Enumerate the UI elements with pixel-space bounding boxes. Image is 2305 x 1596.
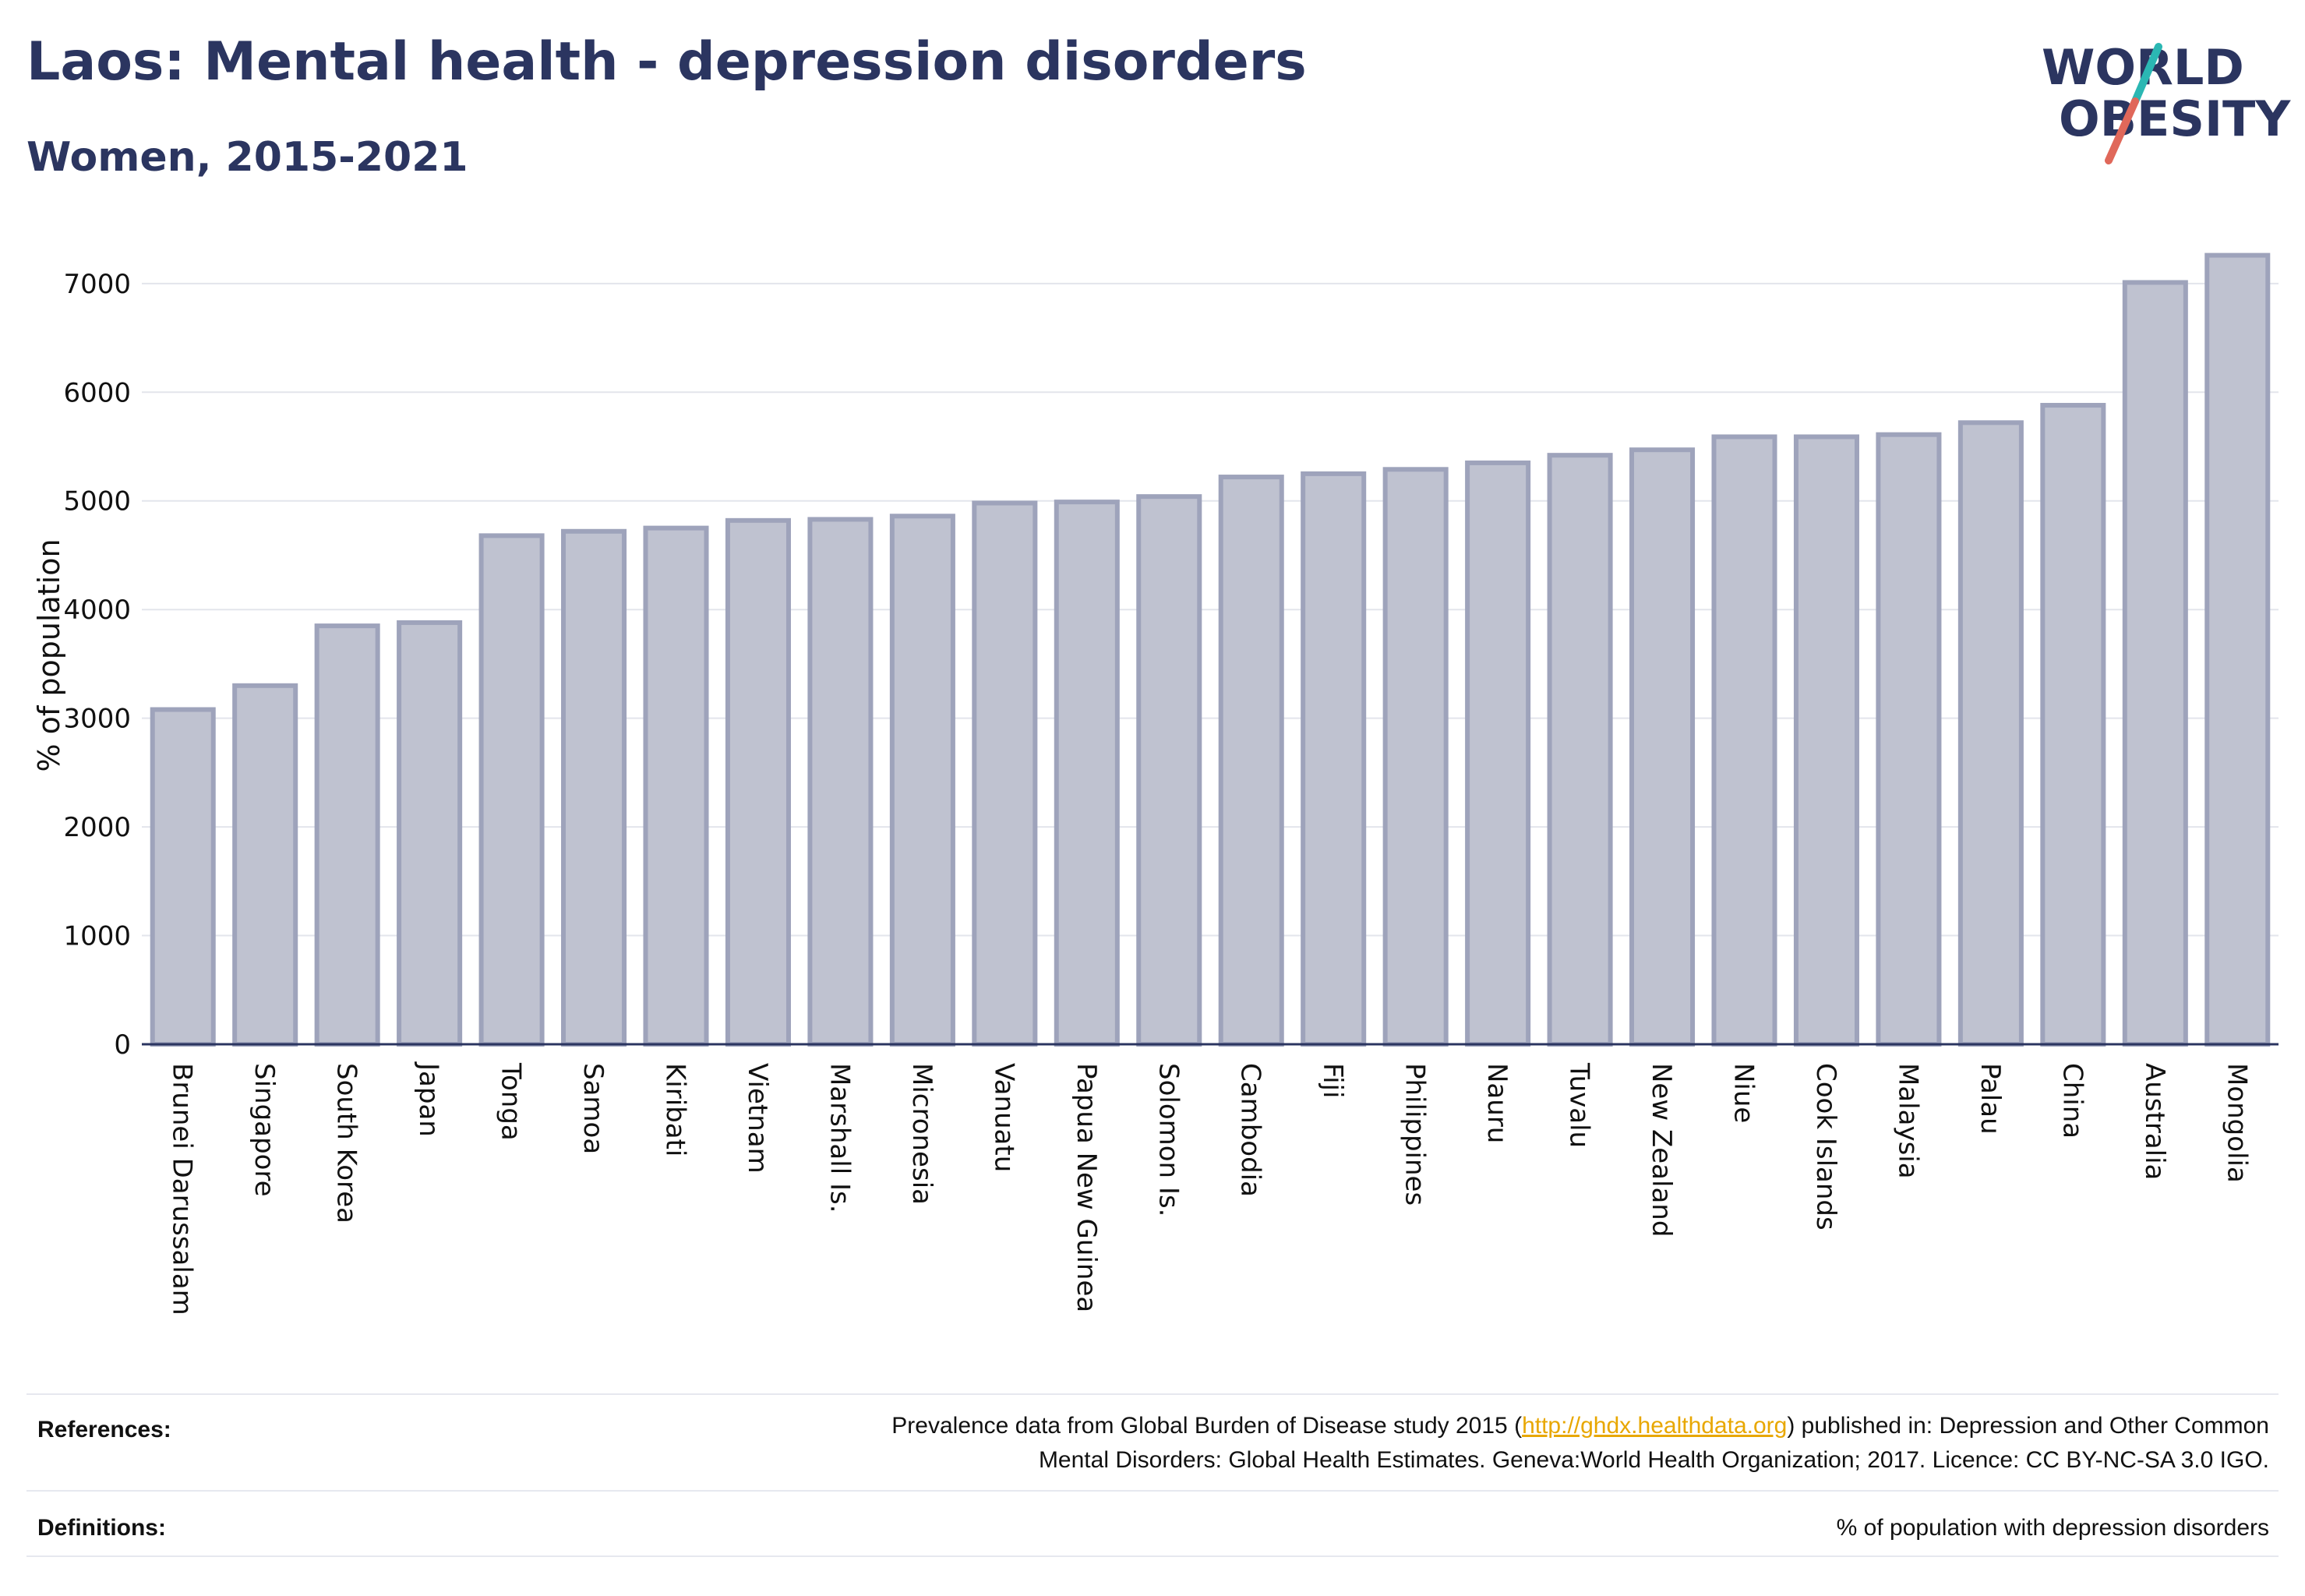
bar <box>1876 432 1942 1047</box>
x-tick-label: Tonga <box>496 1062 527 1141</box>
bar <box>1382 467 1449 1047</box>
x-tick-label: Mongolia <box>2221 1063 2252 1183</box>
chart-subtitle: Women, 2015-2021 <box>26 134 468 181</box>
references-label: References: <box>37 1417 171 1442</box>
x-tick-label: Nauru <box>1481 1063 1513 1143</box>
x-tick-label: Fiji <box>1317 1063 1348 1098</box>
references-text-after: ) published in: Depression and Other Com… <box>1787 1413 2269 1439</box>
bar <box>725 517 791 1047</box>
x-tick-label: Tuvalu <box>1564 1062 1595 1148</box>
bar <box>1301 471 1367 1047</box>
y-tick-label: 7000 <box>63 269 131 300</box>
bar <box>889 514 955 1047</box>
bar-chart: 0 1000 2000 3000 4000 5000 6000 7000 % of popula… <box>32 252 2279 1315</box>
definitions-label: Definitions: <box>37 1515 166 1541</box>
bar <box>972 500 1038 1047</box>
x-tick-label: Micronesia <box>906 1063 937 1205</box>
bar <box>807 517 874 1047</box>
footer-divider-middle <box>26 1490 2279 1492</box>
bar <box>1793 434 1859 1047</box>
x-tick-label: Japan <box>413 1061 444 1137</box>
x-tick-label: Singapore <box>249 1063 280 1197</box>
x-tick-label: Philippines <box>1400 1063 1431 1206</box>
y-tick-label: 4000 <box>63 595 131 626</box>
y-tick-label: 1000 <box>63 921 131 952</box>
x-tick-label: Marshall Is. <box>824 1063 855 1213</box>
x-tick-label: Cambodia <box>1235 1063 1266 1197</box>
bar <box>1957 420 2024 1047</box>
definitions-text: % of population with depression disorder… <box>1836 1515 2269 1541</box>
y-tick-label: 3000 <box>63 704 131 735</box>
x-tick-label: Palau <box>1975 1063 2006 1135</box>
bar <box>150 707 216 1047</box>
bar <box>1547 453 1613 1047</box>
bar <box>643 525 709 1047</box>
bar <box>478 533 545 1047</box>
bar <box>1711 434 1777 1047</box>
x-tick-label: Niue <box>1728 1063 1760 1123</box>
bar <box>1054 500 1120 1047</box>
x-tick-label: Australia <box>2139 1063 2170 1180</box>
bar <box>2040 403 2106 1047</box>
x-tick-label: Brunei Darussalam <box>167 1063 198 1315</box>
y-axis-title: % of population <box>32 538 66 772</box>
bar <box>1465 460 1531 1047</box>
references-text-before: Prevalence data from Global Burden of Di… <box>891 1413 1523 1439</box>
footer-divider-top <box>26 1393 2279 1395</box>
x-tick-label: South Korea <box>331 1063 362 1223</box>
x-tick-label: Papua New Guinea <box>1071 1063 1102 1312</box>
x-tick-label: Samoa <box>577 1063 609 1154</box>
x-tick-label: Malaysia <box>1892 1063 1923 1179</box>
x-tick-label: Kiribati <box>660 1063 691 1156</box>
x-tick-label: New Zealand <box>1646 1063 1677 1237</box>
references-text: Prevalence data from Global Burden of Di… <box>477 1409 2269 1478</box>
y-tick-label: 2000 <box>63 812 131 843</box>
bar <box>1218 475 1284 1047</box>
x-tick-label: China <box>2056 1063 2088 1139</box>
x-tick-label: Vietnam <box>742 1063 773 1174</box>
y-tick-label: 0 <box>114 1029 131 1061</box>
x-tick-label: Solomon Is. <box>1152 1063 1184 1216</box>
bar <box>1629 447 1696 1047</box>
bar <box>314 623 380 1047</box>
footer-divider-bottom <box>26 1555 2279 1557</box>
bar <box>2122 280 2188 1047</box>
references-link[interactable]: http://ghdx.healthdata.org <box>1522 1413 1788 1439</box>
y-tick-label: 6000 <box>63 377 131 408</box>
logo-slash-teal <box>2131 43 2162 105</box>
x-tick-label: Vanuatu <box>988 1063 1019 1172</box>
bar <box>1136 494 1202 1047</box>
x-tick-label: Cook Islands <box>1810 1063 1841 1231</box>
bar <box>2204 252 2271 1047</box>
references-text-line2: Mental Disorders: Global Health Estimate… <box>1038 1447 2269 1473</box>
world-obesity-logo: WORLD OBESITY <box>2042 39 2291 164</box>
bar <box>561 528 627 1047</box>
chart-title: Laos: Mental health - depression disorde… <box>26 31 1307 93</box>
bar <box>232 683 298 1047</box>
logo-slash-red <box>2105 97 2139 164</box>
bar <box>397 620 463 1047</box>
logo-line2: OBESITY <box>2059 90 2291 147</box>
y-tick-label: 5000 <box>63 486 131 517</box>
